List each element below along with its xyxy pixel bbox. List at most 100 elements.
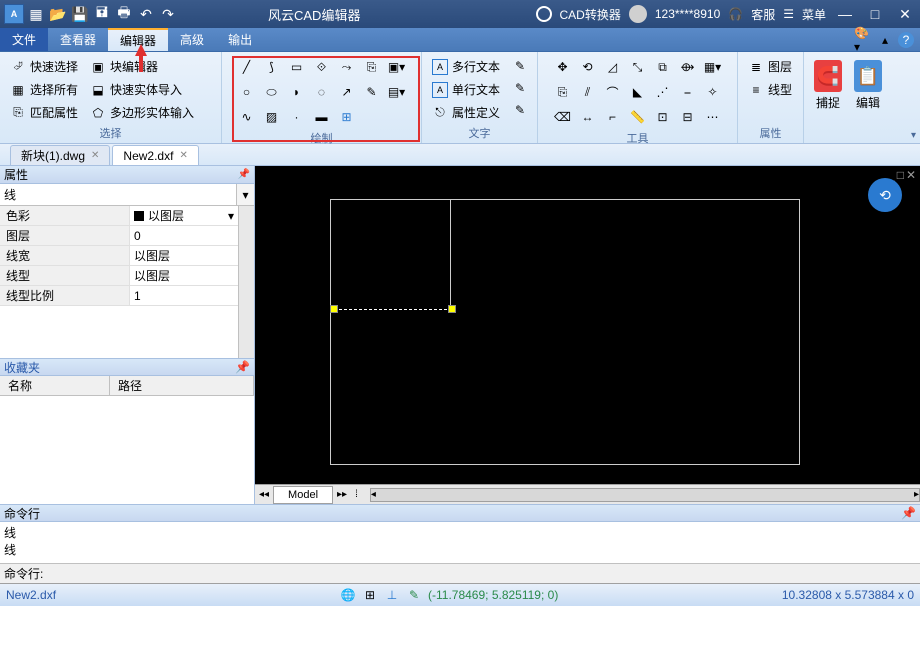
solid-tool[interactable]: ▬ [311, 106, 333, 128]
sb-ortho-icon[interactable]: ⊥ [384, 587, 400, 603]
menu-editor[interactable]: 编辑器 [108, 28, 168, 51]
extend-tool[interactable]: ⟴ [677, 56, 699, 78]
linetype-button[interactable]: ≡线型 [744, 79, 796, 100]
layer-button[interactable]: ≣图层 [744, 56, 796, 77]
explode-tool[interactable]: ✧ [702, 81, 724, 103]
pin-icon[interactable]: 📌 [901, 506, 916, 520]
pen-tool[interactable]: ✎ [361, 81, 383, 103]
sb-snap-icon[interactable]: ✎ [406, 587, 422, 603]
trim-tool[interactable]: ⧉ [652, 56, 674, 78]
prop-value[interactable]: 以图层 [130, 246, 238, 265]
poly-solid-input-button[interactable]: ⬠多边形实体输入 [86, 102, 198, 123]
join-tool[interactable]: ⎯ [677, 81, 699, 103]
drawing-canvas[interactable]: _□✕ ⟲ [255, 166, 920, 484]
menu-link[interactable]: 菜单 [802, 6, 826, 23]
erase-tool[interactable]: ⌫ [552, 106, 574, 128]
selected-line[interactable] [334, 309, 452, 310]
entity-type-dropdown[interactable]: ▾ [236, 184, 254, 205]
close-tab-icon[interactable]: ✕ [179, 150, 187, 161]
col-name[interactable]: 名称 [0, 376, 110, 395]
palette-tool[interactable]: ▤▾ [386, 81, 408, 103]
print-icon[interactable]: 🖶 [114, 4, 134, 24]
ungroup-tool[interactable]: ⊟ [677, 106, 699, 128]
move-tool[interactable]: ✥ [552, 56, 574, 78]
vc-close-icon[interactable]: ✕ [906, 168, 916, 182]
support-link[interactable]: 客服 [751, 6, 775, 23]
circle-tool[interactable]: ○ [236, 81, 258, 103]
attdef-button[interactable]: ⎋属性定义 [428, 102, 504, 123]
menu-output[interactable]: 输出 [216, 28, 264, 51]
line-tool[interactable]: ╱ [236, 56, 258, 78]
prop-value[interactable]: 以图层 [148, 207, 184, 224]
undo-icon[interactable]: ↶ [136, 4, 156, 24]
rect-tool[interactable]: ▭ [286, 56, 308, 78]
col-path[interactable]: 路径 [110, 376, 254, 395]
arc-tool[interactable]: ⟆ [261, 56, 283, 78]
insert-tool[interactable]: ⎘ [361, 56, 383, 78]
select-all-button[interactable]: ▦选择所有 [6, 79, 82, 100]
grip-handle[interactable] [448, 305, 456, 313]
text-edit3-button[interactable]: ✎ [508, 100, 532, 120]
doctab-1[interactable]: New2.dxf✕ [112, 145, 198, 165]
block-editor-button[interactable]: ▣块编辑器 [86, 56, 198, 77]
prop-value[interactable]: 1 [130, 286, 238, 305]
help-icon[interactable]: ? [898, 32, 914, 48]
ray-tool[interactable]: ↗ [336, 81, 358, 103]
table-tool[interactable]: ⊞ [336, 106, 358, 128]
dropdown-icon[interactable]: ▾ [228, 209, 234, 223]
spline-tool[interactable]: ∿ [236, 106, 258, 128]
menu-viewer[interactable]: 查看器 [48, 28, 108, 51]
open-icon[interactable]: 📂 [48, 4, 68, 24]
ellipse-arc-tool[interactable]: ◗ [286, 81, 308, 103]
collapse-ribbon-icon[interactable]: ▴ [876, 31, 894, 49]
sb-grid-icon[interactable]: ⊞ [362, 587, 378, 603]
measure-tool[interactable]: 📏 [627, 106, 649, 128]
saveas-icon[interactable]: 🖬 [92, 4, 112, 24]
group-tool[interactable]: ⊡ [652, 106, 674, 128]
pin-icon[interactable]: 📌 [235, 360, 250, 374]
crop-tool[interactable]: ⟐ [311, 56, 333, 78]
stext-button[interactable]: A单行文本 [428, 79, 504, 100]
ribbon-expand-icon[interactable]: ▾ [911, 130, 916, 141]
vc-max-icon[interactable]: □ [897, 168, 904, 182]
model-tab[interactable]: Model [273, 486, 333, 504]
block-tool[interactable]: ▣▾ [386, 56, 408, 78]
dashed-circle-tool[interactable]: ◌ [311, 81, 333, 103]
mtext-button[interactable]: A多行文本 [428, 56, 504, 77]
close-button[interactable]: ✕ [894, 4, 916, 24]
cad-convert-link[interactable]: CAD转换器 [560, 6, 621, 23]
save-icon[interactable]: 💾 [70, 4, 90, 24]
cmdline-input[interactable] [47, 567, 916, 581]
prop-value[interactable]: 0 [130, 226, 238, 245]
grip-handle[interactable] [330, 305, 338, 313]
viewcube-icon[interactable]: ⟲ [868, 178, 902, 212]
offset-tool[interactable]: ⫽ [577, 81, 599, 103]
snap-button[interactable]: 🧲 捕捉 [810, 56, 846, 141]
props-scrollbar[interactable] [238, 206, 254, 358]
break-tool[interactable]: ⋰ [652, 81, 674, 103]
quick-select-button[interactable]: ⮰快速选择 [6, 56, 82, 77]
menu-advanced[interactable]: 高级 [168, 28, 216, 51]
polyline-tool[interactable]: ⤳ [336, 56, 358, 78]
menu-file[interactable]: 文件 [0, 28, 48, 51]
chamfer-tool[interactable]: ◣ [627, 81, 649, 103]
pin-icon[interactable]: 📌 [238, 169, 250, 180]
text-edit2-button[interactable]: ✎ [508, 78, 532, 98]
stretch-tool[interactable]: ↔ [577, 106, 599, 128]
palette-icon[interactable]: 🎨▾ [854, 31, 872, 49]
minimize-button[interactable]: — [834, 4, 856, 24]
redo-icon[interactable]: ↷ [158, 4, 178, 24]
mirror-tool[interactable]: ◿ [602, 56, 624, 78]
close-tab-icon[interactable]: ✕ [91, 150, 99, 161]
entity-type-input[interactable] [0, 184, 236, 205]
edit-button[interactable]: 📋 编辑 [850, 56, 886, 141]
misc-tool[interactable]: ⋯ [702, 106, 724, 128]
point-tool[interactable]: · [286, 106, 308, 128]
hatch-tool[interactable]: ▨ [261, 106, 283, 128]
align-tool[interactable]: ⌐ [602, 106, 624, 128]
tab-split-icon[interactable]: ⁞ [355, 489, 358, 500]
quick-solid-import-button[interactable]: ⬓快速实体导入 [86, 79, 198, 100]
rotate-tool[interactable]: ⟲ [577, 56, 599, 78]
fillet-tool[interactable]: ⌒ [602, 81, 624, 103]
array-tool[interactable]: ▦▾ [702, 56, 724, 78]
